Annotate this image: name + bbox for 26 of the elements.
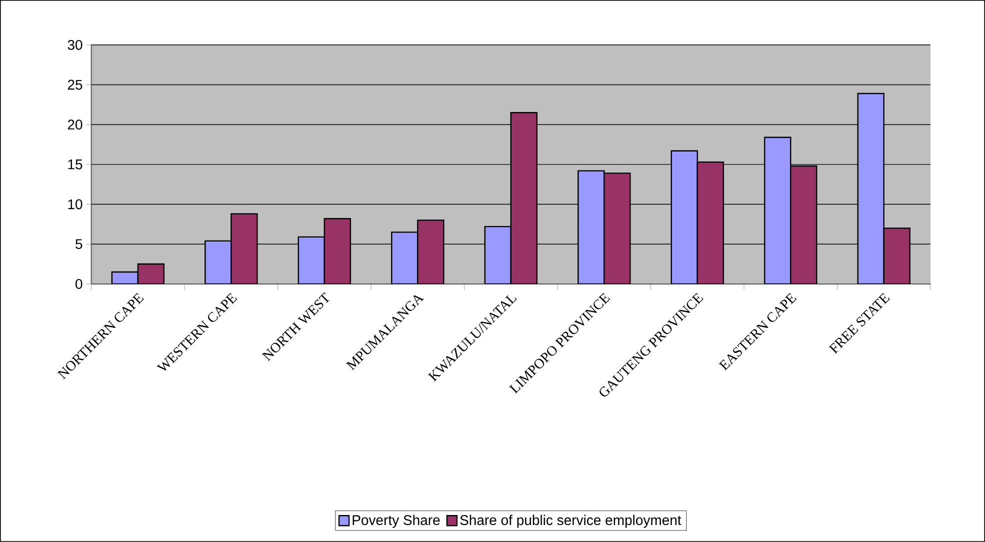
bar	[324, 218, 352, 284]
y-tick-label: 10	[68, 199, 82, 210]
bar	[137, 263, 165, 284]
bar	[670, 150, 698, 284]
bar	[764, 136, 792, 284]
y-tick-label: 30	[68, 40, 82, 50]
bar	[510, 112, 538, 284]
bar	[417, 220, 444, 284]
bar	[391, 232, 418, 284]
bar	[883, 228, 910, 284]
bar	[578, 170, 605, 284]
legend-label: Share of public service employment	[460, 514, 682, 528]
y-tick-label: 20	[68, 120, 82, 130]
bar	[790, 165, 818, 284]
y-tick-label: 0	[76, 279, 82, 289]
bar	[204, 240, 232, 284]
bar	[298, 236, 326, 284]
bar	[696, 161, 724, 284]
y-tick-label: 5	[76, 239, 82, 250]
y-tick-label: 25	[68, 80, 82, 90]
bar	[857, 92, 884, 284]
y-tick-label: 15	[68, 160, 82, 170]
bar	[604, 172, 631, 284]
legend-label: Poverty Share	[352, 514, 440, 528]
bar	[230, 213, 258, 284]
bar	[484, 226, 512, 284]
